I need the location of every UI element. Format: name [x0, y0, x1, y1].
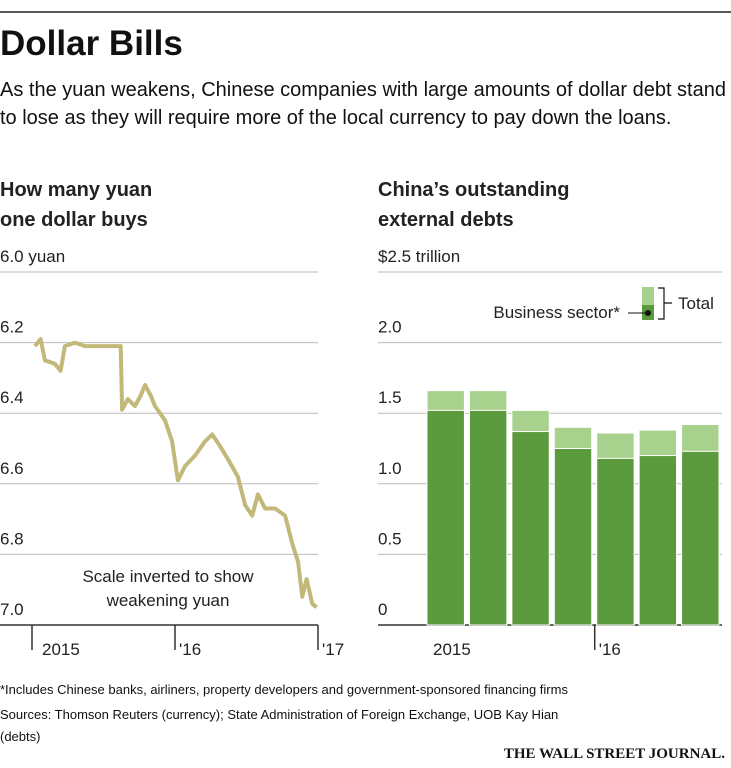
- chart-title: How many yuan: [0, 179, 152, 201]
- y-tick-label: 0: [378, 600, 387, 619]
- bar: [638, 455, 678, 626]
- bar: [468, 409, 508, 626]
- bar: [681, 450, 720, 626]
- x-tick-label: 2015: [433, 640, 471, 659]
- x-tick-label: 2015: [42, 640, 80, 659]
- y-tick-label: 2.0: [378, 318, 402, 337]
- subtitle: As the yuan weakens, Chinese companies w…: [0, 79, 726, 129]
- y-tick-label: 6.6: [0, 459, 24, 478]
- x-tick-label: '16: [599, 640, 621, 659]
- chart-title: one dollar buys: [0, 209, 148, 231]
- legend-bracket: [658, 287, 672, 320]
- y-tick-label: 6.0 yuan: [0, 247, 65, 266]
- y-tick-label: $2.5 trillion: [378, 247, 460, 266]
- source: Sources: Thomson Reuters (currency); Sta…: [0, 707, 559, 744]
- bar: [426, 409, 465, 626]
- chart-title: external debts: [378, 209, 514, 231]
- bar: [596, 457, 635, 626]
- chart-title: China’s outstanding: [378, 179, 569, 201]
- annotation: weakening yuan: [106, 591, 230, 610]
- legend-swatch: [642, 287, 654, 305]
- legend-label: Business sector*: [493, 303, 620, 322]
- legend-label: Total: [678, 294, 714, 313]
- title: Dollar Bills: [0, 24, 183, 63]
- y-tick-label: 0.5: [378, 529, 402, 548]
- footnote: *Includes Chinese banks, airliners, prop…: [0, 682, 568, 697]
- line: [33, 337, 318, 609]
- y-tick-label: 1.5: [378, 388, 402, 407]
- bar: [511, 431, 550, 626]
- y-tick-label: 1.0: [378, 459, 402, 478]
- y-tick-label: 6.4: [0, 388, 24, 407]
- annotation: Scale inverted to show: [82, 567, 254, 586]
- y-tick-label: 6.8: [0, 529, 24, 548]
- bar: [553, 448, 593, 626]
- y-tick-label: 6.2: [0, 318, 24, 337]
- brand: THE WALL STREET JOURNAL.: [503, 746, 725, 762]
- x-tick-label: '16: [179, 640, 201, 659]
- x-tick-label: '17: [322, 640, 344, 659]
- y-tick-label: 7.0: [0, 600, 24, 619]
